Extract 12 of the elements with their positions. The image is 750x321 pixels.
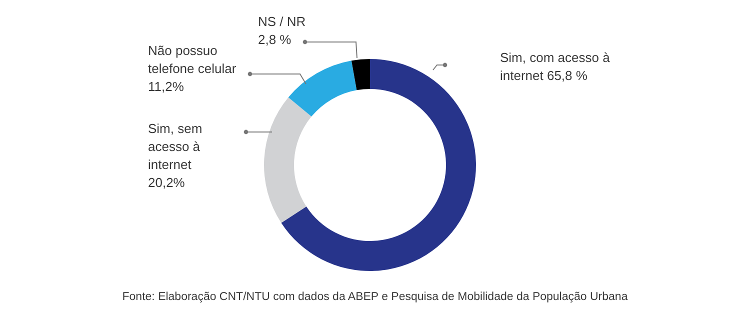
slice-label: NS / NR: [258, 14, 306, 29]
slice-label: Sim, com acesso à internet 65,8 %: [500, 50, 611, 83]
donut-slice: [288, 60, 357, 117]
donut-slice: [351, 59, 370, 90]
slice-label: Sim, sem acesso à internet: [148, 121, 202, 172]
source-note: Fonte: Elaboração CNT/NTU com dados da ABEP e Pesquisa de Mobilidade da População Urbana: [122, 291, 628, 303]
data-label: 20,2%: [148, 175, 186, 190]
data-label: 11,2%: [148, 79, 184, 94]
slice-label: Não possuo telefone celular: [148, 43, 237, 76]
donut-slice: [281, 59, 476, 271]
donut-slice: [264, 97, 312, 223]
data-label: 2,8 %: [258, 32, 292, 47]
